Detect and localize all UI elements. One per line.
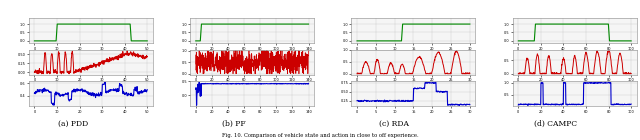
Text: (b) PF: (b) PF (222, 120, 245, 128)
Text: (c) RDA: (c) RDA (379, 120, 408, 128)
Text: Fig. 10. Comparison of vehicle state and action in close to off experience.: Fig. 10. Comparison of vehicle state and… (221, 133, 419, 138)
Text: (a) PDD: (a) PDD (58, 120, 89, 128)
Text: (d) CAMPC: (d) CAMPC (534, 120, 577, 128)
